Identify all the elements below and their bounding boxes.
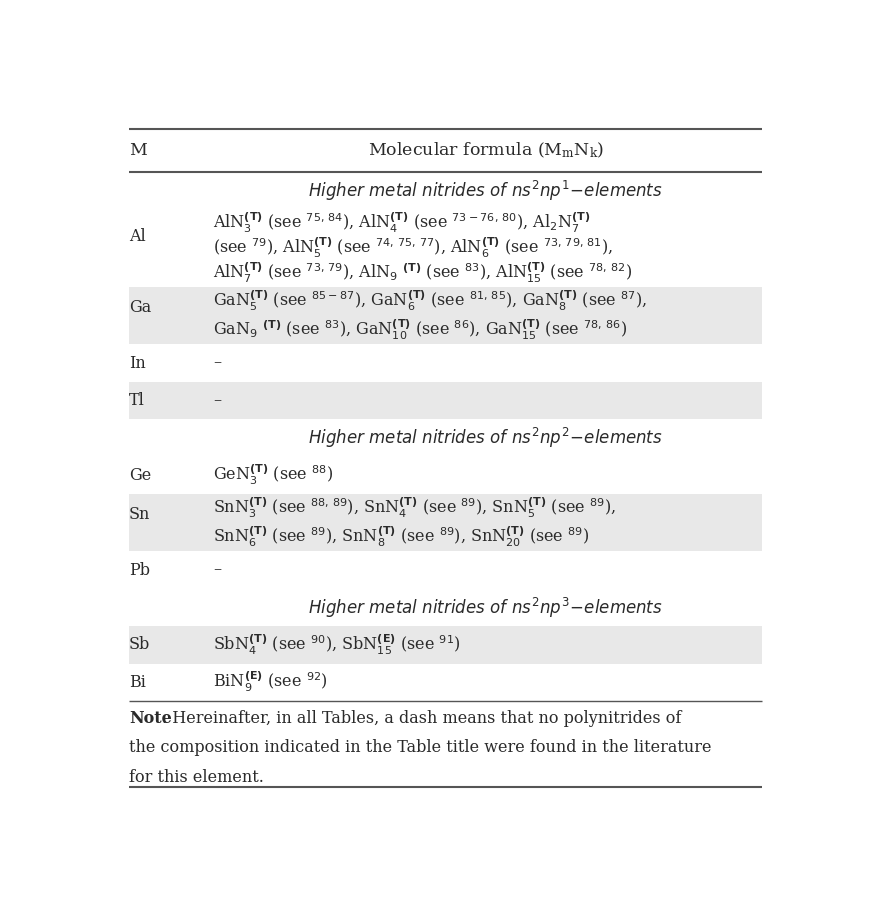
Text: GaN$_9$ $^{\mathbf{(T)}}$ (see $^{83}$), GaN$_{10}^{\mathbf{(T)}}$ (see $^{86}$): GaN$_9$ $^{\mathbf{(T)}}$ (see $^{83}$),… xyxy=(213,318,627,342)
Bar xyxy=(129,663,762,701)
Text: BiN$_9^{\mathbf{(E)}}$ (see $^{92}$): BiN$_9^{\mathbf{(E)}}$ (see $^{92}$) xyxy=(213,670,328,694)
Text: Bi: Bi xyxy=(129,674,146,690)
Text: In: In xyxy=(129,355,146,372)
Text: (see $^{79}$), AlN$_5^{\mathbf{(T)}}$ (see $^{74,\,75,\,77}$), AlN$_6^{\mathbf{(: (see $^{79}$), AlN$_5^{\mathbf{(T)}}$ (s… xyxy=(213,236,614,260)
Text: . Hereinafter, in all Tables, a dash means that no polynitrides of: . Hereinafter, in all Tables, a dash mea… xyxy=(162,709,681,726)
Text: Molecular formula ($\mathregular{M_m}$$\mathregular{N_k}$): Molecular formula ($\mathregular{M_m}$$\… xyxy=(368,140,604,160)
Text: SbN$_4^{\mathbf{(T)}}$ (see $^{90}$), SbN$_{15}^{\mathbf{(E)}}$ (see $^{91}$): SbN$_4^{\mathbf{(T)}}$ (see $^{90}$), Sb… xyxy=(213,633,461,657)
Text: –: – xyxy=(213,562,221,579)
Text: Tl: Tl xyxy=(129,392,145,409)
Text: SnN$_6^{\mathbf{(T)}}$ (see $^{89}$), SnN$_8^{\mathbf{(T)}}$ (see $^{89}$), SnN$: SnN$_6^{\mathbf{(T)}}$ (see $^{89}$), Sn… xyxy=(213,525,589,549)
Bar xyxy=(129,172,762,210)
Text: $\mathit{Higher\ metal\ nitrides\ of\ ns^2np^1\!-\!elements}$: $\mathit{Higher\ metal\ nitrides\ of\ ns… xyxy=(308,178,663,202)
Text: the composition indicated in the Table title were found in the literature: the composition indicated in the Table t… xyxy=(129,739,712,756)
Bar xyxy=(129,345,762,382)
Text: $\mathit{Higher\ metal\ nitrides\ of\ ns^2np^2\!-\!elements}$: $\mathit{Higher\ metal\ nitrides\ of\ ns… xyxy=(308,426,663,450)
Bar xyxy=(129,552,762,589)
Text: Pb: Pb xyxy=(129,562,149,579)
Bar xyxy=(129,701,762,788)
Text: Al: Al xyxy=(129,228,146,245)
Text: Sb: Sb xyxy=(129,636,150,653)
Text: M: M xyxy=(129,142,147,159)
Bar xyxy=(129,129,762,172)
Bar xyxy=(129,419,762,456)
Bar xyxy=(129,210,762,287)
Text: GaN$_5^{\mathbf{(T)}}$ (see $^{85-87}$), GaN$_6^{\mathbf{(T)}}$ (see $^{81,\,85}: GaN$_5^{\mathbf{(T)}}$ (see $^{85-87}$),… xyxy=(213,289,647,313)
Text: AlN$_3^{\mathbf{(T)}}$ (see $^{75,\,84}$), AlN$_4^{\mathbf{(T)}}$ (see $^{73-76,: AlN$_3^{\mathbf{(T)}}$ (see $^{75,\,84}$… xyxy=(213,212,590,236)
Bar xyxy=(129,382,762,419)
Text: SnN$_3^{\mathbf{(T)}}$ (see $^{88,\,89}$), SnN$_4^{\mathbf{(T)}}$ (see $^{89}$),: SnN$_3^{\mathbf{(T)}}$ (see $^{88,\,89}$… xyxy=(213,496,616,520)
Text: –: – xyxy=(213,392,221,409)
Bar xyxy=(129,589,762,626)
Text: –: – xyxy=(213,355,221,372)
Text: GeN$_3^{\mathbf{(T)}}$ (see $^{88}$): GeN$_3^{\mathbf{(T)}}$ (see $^{88}$) xyxy=(213,464,333,487)
Bar xyxy=(129,626,762,663)
Text: Note: Note xyxy=(129,709,171,726)
Text: for this element.: for this element. xyxy=(129,770,263,786)
Text: $\mathit{Higher\ metal\ nitrides\ of\ ns^2np^3\!-\!elements}$: $\mathit{Higher\ metal\ nitrides\ of\ ns… xyxy=(308,596,663,619)
Bar xyxy=(129,287,762,345)
Text: Ge: Ge xyxy=(129,467,151,483)
Bar xyxy=(129,456,762,494)
Bar xyxy=(129,494,762,552)
Text: Ga: Ga xyxy=(129,299,151,316)
Text: Sn: Sn xyxy=(129,506,150,523)
Text: AlN$_7^{\mathbf{(T)}}$ (see $^{73,\,79}$), AlN$_9$ $^{\mathbf{(T)}}$ (see $^{83}: AlN$_7^{\mathbf{(T)}}$ (see $^{73,\,79}$… xyxy=(213,261,632,285)
